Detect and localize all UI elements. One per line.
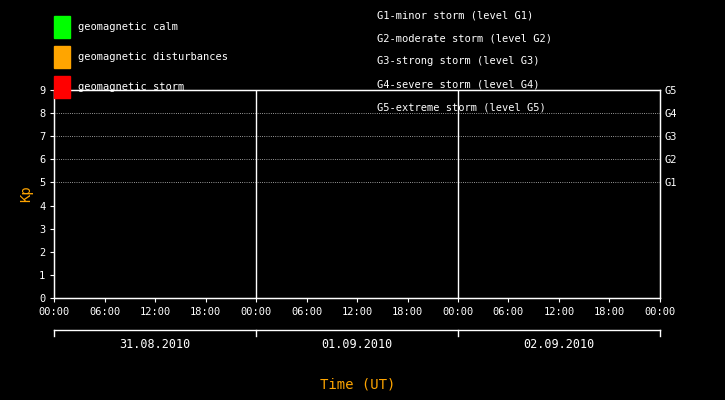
- Text: G5-extreme storm (level G5): G5-extreme storm (level G5): [377, 103, 546, 113]
- Y-axis label: Kp: Kp: [20, 186, 33, 202]
- Text: geomagnetic disturbances: geomagnetic disturbances: [78, 52, 228, 62]
- Text: geomagnetic calm: geomagnetic calm: [78, 22, 178, 32]
- Text: geomagnetic storm: geomagnetic storm: [78, 82, 184, 92]
- Text: 31.08.2010: 31.08.2010: [120, 338, 191, 351]
- Text: G4-severe storm (level G4): G4-severe storm (level G4): [377, 80, 539, 90]
- Text: G2-moderate storm (level G2): G2-moderate storm (level G2): [377, 33, 552, 43]
- Text: Time (UT): Time (UT): [320, 378, 395, 392]
- Text: 02.09.2010: 02.09.2010: [523, 338, 594, 351]
- Text: G1-minor storm (level G1): G1-minor storm (level G1): [377, 10, 534, 20]
- Text: 01.09.2010: 01.09.2010: [321, 338, 393, 351]
- Text: G3-strong storm (level G3): G3-strong storm (level G3): [377, 56, 539, 66]
